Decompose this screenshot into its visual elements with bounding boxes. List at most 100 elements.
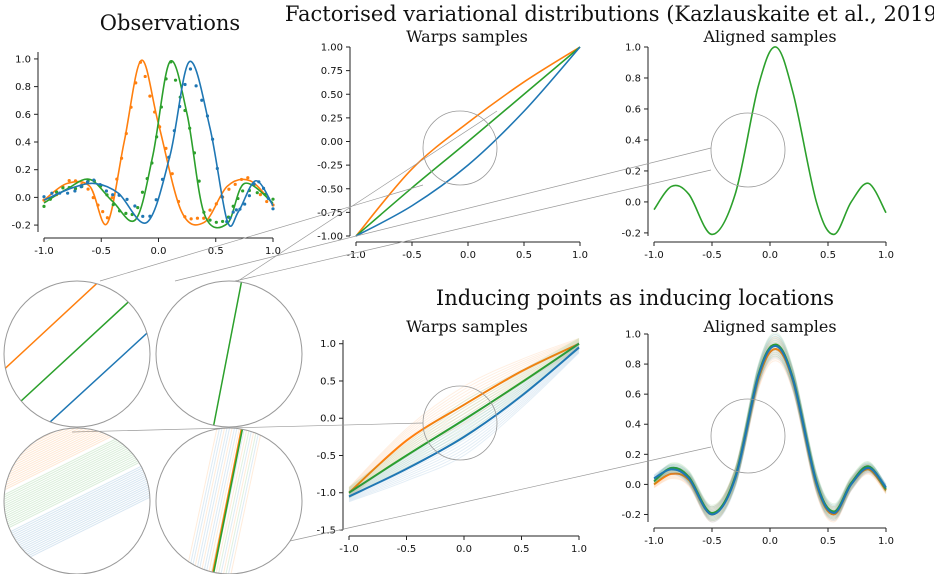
y-tick-label: 0.2 bbox=[15, 165, 31, 176]
observation-point bbox=[231, 210, 235, 214]
zoom-connector-line bbox=[99, 184, 424, 282]
inset-line-orange bbox=[210, 428, 244, 574]
observation-point bbox=[194, 84, 198, 88]
inset-sample bbox=[221, 428, 257, 574]
inset-fact-aligned bbox=[155, 280, 303, 428]
inset-border bbox=[3, 427, 151, 574]
inset-sample bbox=[4, 428, 150, 497]
sample-trace bbox=[348, 338, 580, 489]
inset-sample bbox=[4, 432, 150, 524]
inset-sample bbox=[4, 466, 150, 558]
observation-point bbox=[138, 60, 143, 64]
inset-sample bbox=[194, 428, 229, 574]
sample-trace bbox=[348, 341, 580, 492]
inset-sample bbox=[226, 428, 262, 574]
series-line-orange bbox=[355, 46, 581, 237]
zoom-circle-ind-aligned bbox=[710, 398, 786, 474]
observation-point bbox=[243, 202, 247, 206]
observation-point bbox=[205, 114, 210, 118]
y-tick-label: 0.0 bbox=[625, 197, 641, 208]
observation-point bbox=[148, 214, 152, 218]
y-tick-label: -0.75 bbox=[317, 208, 343, 219]
inset-border bbox=[155, 280, 303, 428]
chart-ind-warps: Warps samples-1.0 -0.5 0.0 0.5 1.0-1.5-1.0-0… bbox=[316, 317, 586, 555]
x-tick-label: 0.5 bbox=[514, 544, 530, 555]
observation-point bbox=[92, 178, 96, 182]
y-tick-label: 0.8 bbox=[625, 73, 641, 84]
observation-point bbox=[104, 189, 109, 193]
y-tick-label: 0.8 bbox=[15, 82, 31, 93]
chart-observations: -1.0 -0.5 0.0 0.5 1.0 -0.2 0.0 0.2 0.4 0.6 0.8 1.0 bbox=[11, 52, 281, 257]
sample-trace bbox=[348, 348, 580, 499]
sample-trace bbox=[348, 344, 580, 494]
observation-point bbox=[183, 82, 187, 87]
series-line-blue bbox=[355, 46, 581, 237]
sample-trace bbox=[653, 338, 887, 510]
sample-trace bbox=[653, 356, 887, 521]
series-line-orange bbox=[348, 342, 580, 494]
observation-point bbox=[202, 216, 206, 220]
observation-point bbox=[153, 110, 157, 114]
sample-trace bbox=[653, 357, 887, 523]
observation-point bbox=[271, 197, 275, 201]
series-line-green bbox=[348, 342, 580, 494]
observation-point bbox=[183, 108, 187, 113]
sample-trace bbox=[653, 358, 887, 522]
inset-sample bbox=[4, 428, 150, 495]
x-tick-label: 1.0 bbox=[878, 250, 894, 261]
inset-sample bbox=[4, 428, 150, 500]
subplot-title: Aligned samples bbox=[702, 27, 836, 46]
chart-fact-warps: Warps samples -1.0 -0.5 0.0 0.5 1.0 -1.00 -0.75… bbox=[317, 27, 588, 261]
observation-point bbox=[111, 193, 115, 197]
y-tick-label: 0.75 bbox=[321, 66, 343, 77]
observation-point bbox=[85, 180, 90, 184]
sample-trace bbox=[653, 352, 887, 518]
inset-ind-aligned bbox=[155, 427, 303, 574]
inset-border bbox=[155, 427, 303, 574]
inset-sample bbox=[4, 461, 150, 553]
sample-trace bbox=[348, 343, 580, 494]
sample-trace bbox=[653, 336, 887, 508]
zoom-connector-line bbox=[237, 110, 498, 282]
inset-sample bbox=[229, 428, 264, 574]
observation-point bbox=[61, 186, 65, 190]
sample-trace bbox=[348, 349, 580, 500]
observation-point bbox=[117, 193, 121, 197]
inset-sample bbox=[4, 428, 150, 491]
inset-sample bbox=[4, 428, 150, 486]
x-tick-label: 1.0 bbox=[572, 250, 588, 261]
observation-point bbox=[42, 195, 46, 199]
inset-sample bbox=[4, 428, 150, 480]
inset-ind-warps bbox=[3, 427, 151, 574]
sample-trace bbox=[348, 345, 580, 495]
sample-trace bbox=[348, 340, 580, 491]
sample-trace bbox=[348, 339, 580, 490]
zoom-connector-line bbox=[174, 147, 712, 282]
sample-trace bbox=[348, 350, 580, 501]
y-tick-label: 0.0 bbox=[625, 480, 641, 491]
subplot-title: Aligned samples bbox=[702, 317, 836, 336]
observation-point bbox=[234, 208, 238, 212]
inset-sample bbox=[186, 428, 222, 574]
sample-trace bbox=[348, 345, 580, 496]
x-tick-label: 0.0 bbox=[456, 544, 472, 555]
observation-point bbox=[214, 202, 218, 206]
inset-sample bbox=[4, 428, 150, 518]
observation-point bbox=[133, 204, 137, 208]
y-tick-label: -0.5 bbox=[316, 451, 336, 462]
sample-trace bbox=[653, 338, 887, 509]
x-tick-label: -0.5 bbox=[702, 536, 722, 547]
sample-trace bbox=[348, 337, 580, 488]
sample-trace bbox=[653, 334, 887, 508]
sample-trace bbox=[348, 352, 580, 503]
inset-sample bbox=[4, 428, 150, 478]
x-tick-label: 0.5 bbox=[820, 250, 836, 261]
inset-fact-warps bbox=[3, 280, 151, 428]
observation-point bbox=[221, 219, 225, 224]
inset-border bbox=[3, 280, 151, 428]
observation-point bbox=[91, 196, 95, 200]
x-tick-label: 0.5 bbox=[820, 536, 836, 547]
observation-point bbox=[172, 129, 176, 133]
observation-point bbox=[154, 198, 158, 202]
y-tick-label: 0.6 bbox=[625, 390, 641, 401]
